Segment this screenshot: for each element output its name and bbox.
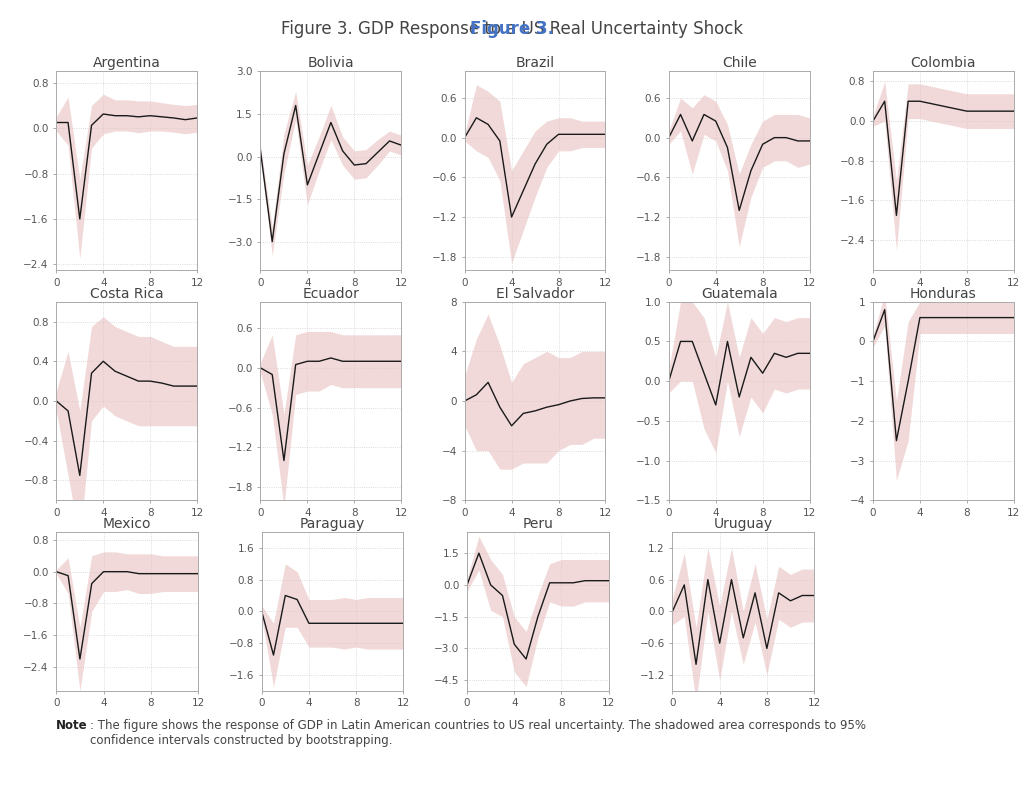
Title: Brazil: Brazil bbox=[515, 56, 555, 71]
Text: Figure 3.: Figure 3. bbox=[470, 20, 554, 38]
Title: Honduras: Honduras bbox=[910, 287, 977, 301]
Text: Note: Note bbox=[56, 719, 88, 731]
Title: Guatemala: Guatemala bbox=[700, 287, 777, 301]
Title: Bolivia: Bolivia bbox=[307, 56, 354, 71]
Title: Argentina: Argentina bbox=[93, 56, 161, 71]
Title: El Salvador: El Salvador bbox=[496, 287, 574, 301]
Title: Paraguay: Paraguay bbox=[300, 517, 366, 531]
Title: Colombia: Colombia bbox=[910, 56, 976, 71]
Text: Figure 3. GDP Response to a US Real Uncertainty Shock: Figure 3. GDP Response to a US Real Unce… bbox=[281, 20, 743, 38]
Title: Mexico: Mexico bbox=[102, 517, 152, 531]
Title: Uruguay: Uruguay bbox=[714, 517, 773, 531]
Title: Costa Rica: Costa Rica bbox=[90, 287, 164, 301]
Title: Ecuador: Ecuador bbox=[302, 287, 359, 301]
Title: Peru: Peru bbox=[522, 517, 553, 531]
Title: Chile: Chile bbox=[722, 56, 757, 71]
Text: : The figure shows the response of GDP in Latin American countries to US real un: : The figure shows the response of GDP i… bbox=[90, 719, 866, 746]
